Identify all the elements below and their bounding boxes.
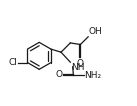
Text: NH: NH	[71, 63, 85, 72]
Text: O: O	[77, 59, 84, 68]
Text: OH: OH	[89, 27, 102, 36]
Text: Cl: Cl	[9, 58, 18, 67]
Text: NH₂: NH₂	[84, 71, 101, 80]
Text: O: O	[56, 70, 63, 79]
